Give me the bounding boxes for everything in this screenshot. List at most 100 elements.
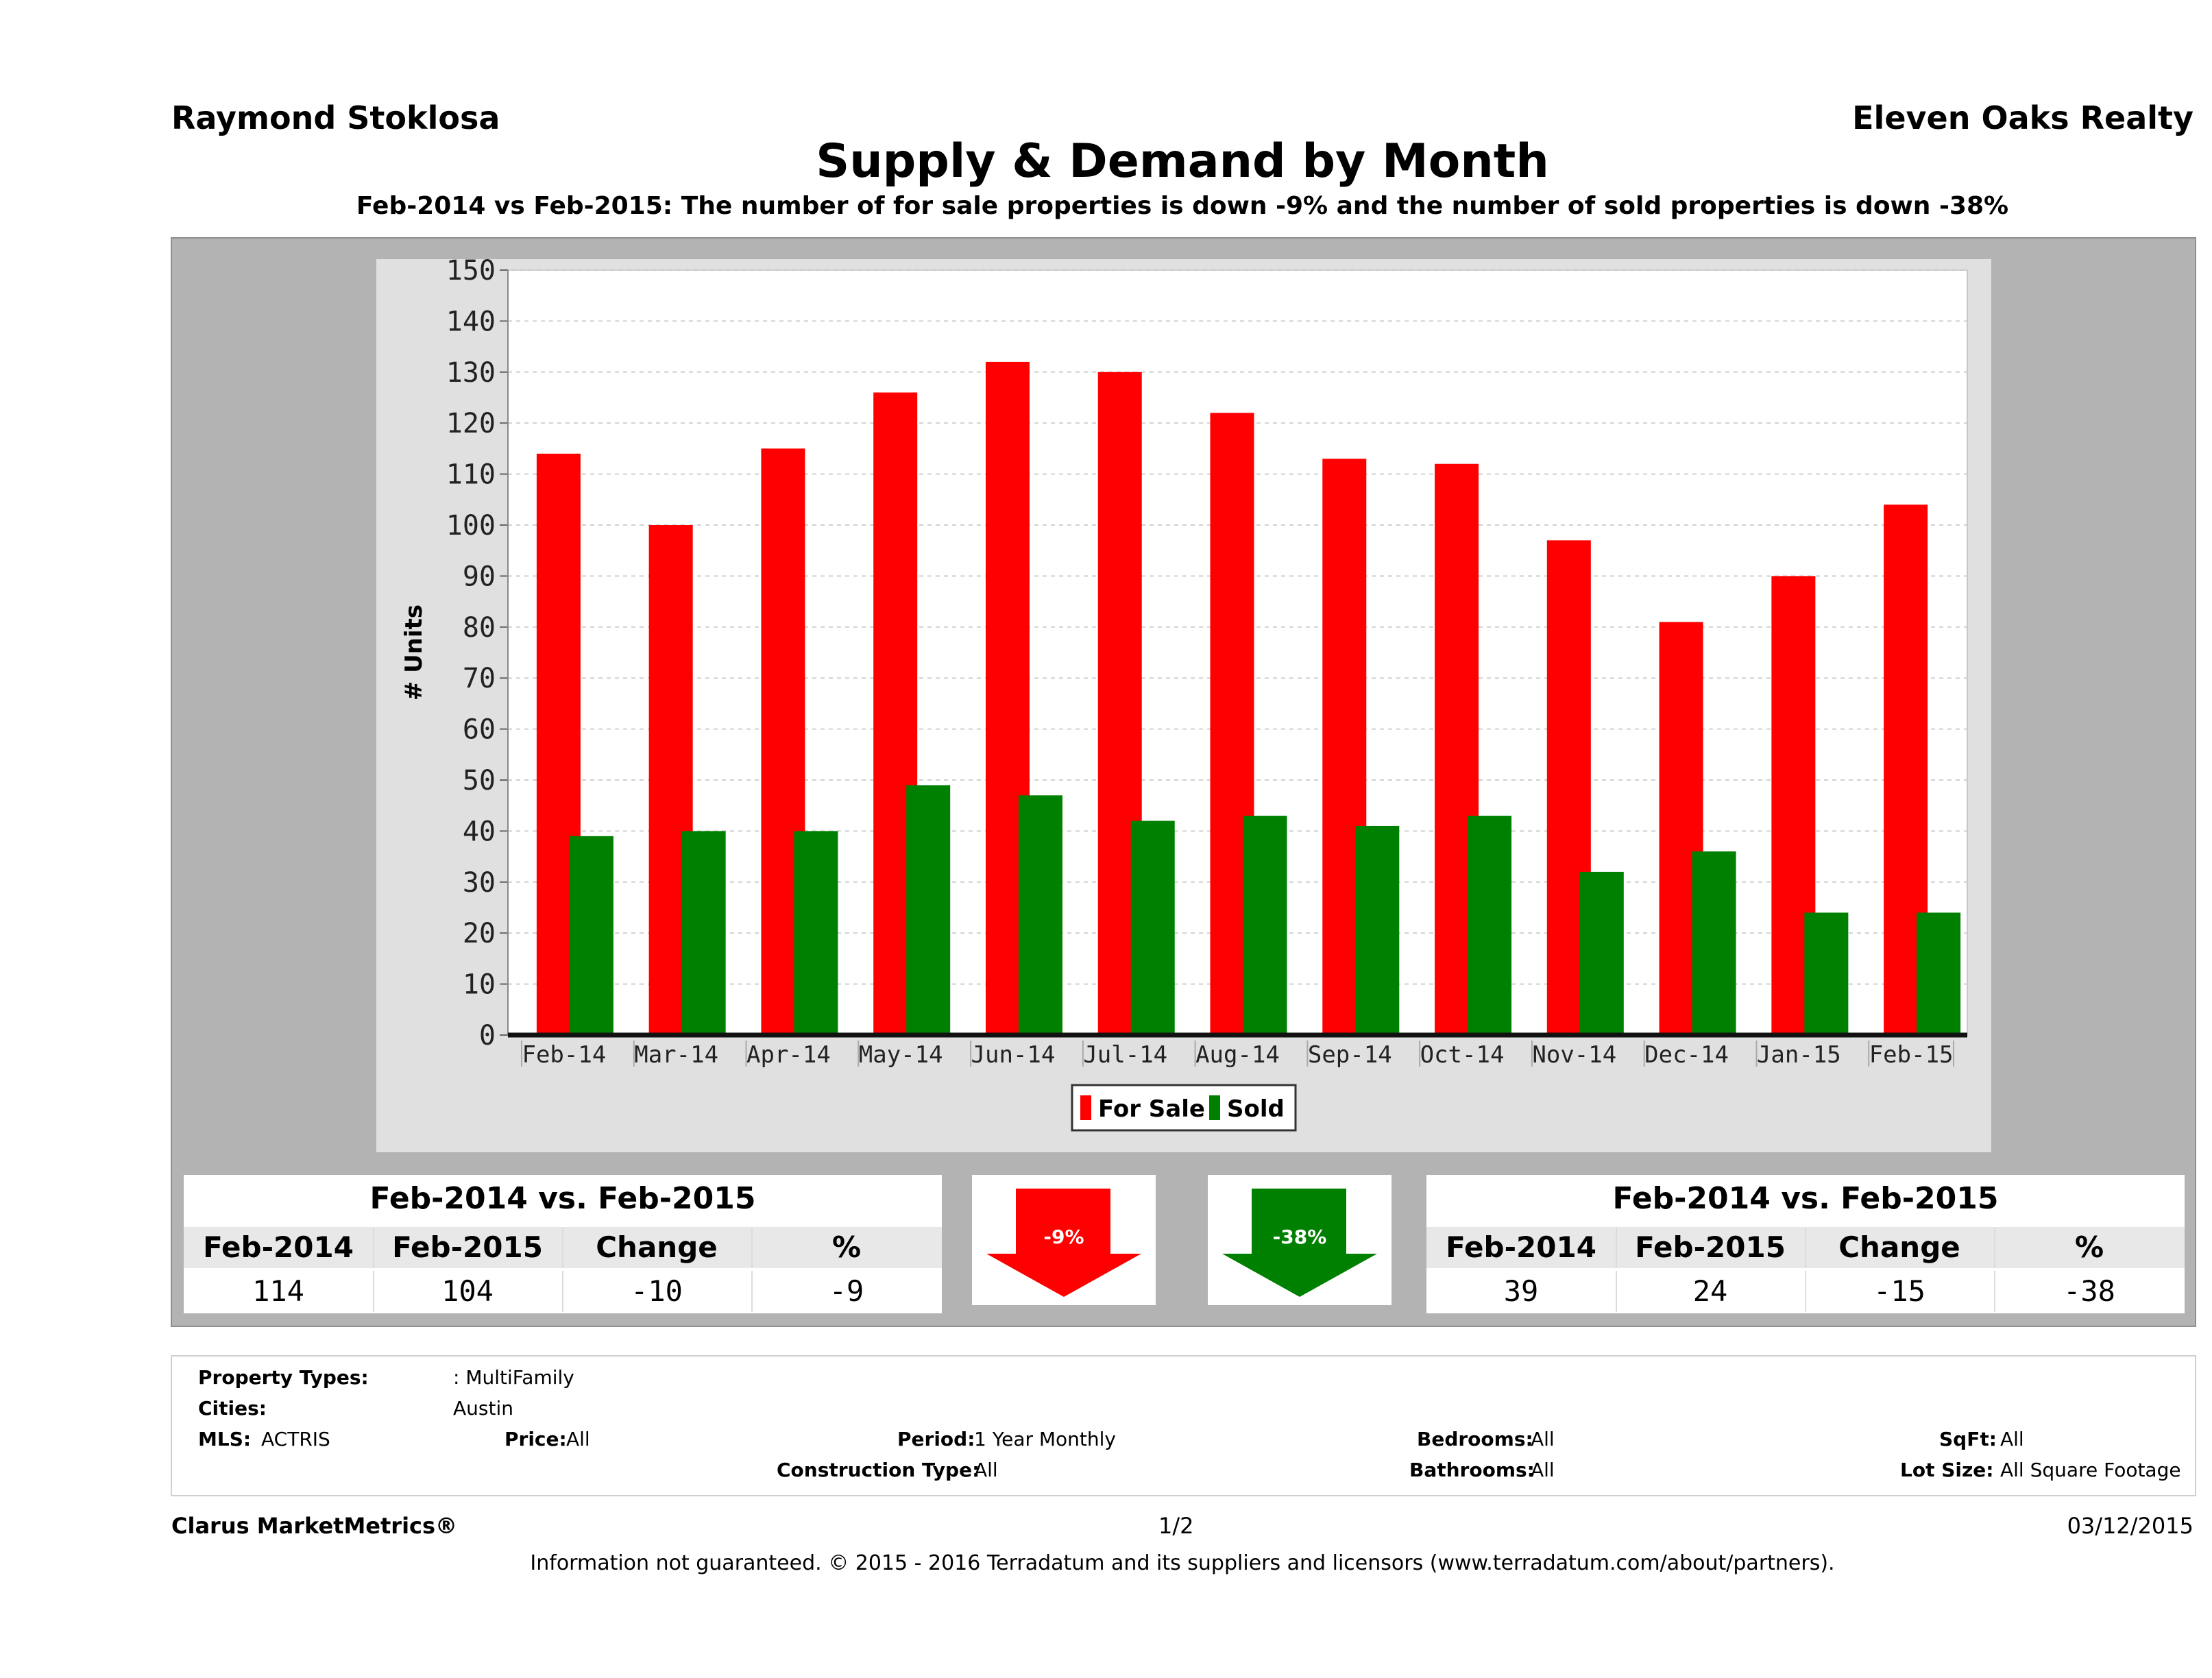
- lot-size-label: Lot Size:: [1900, 1459, 1994, 1481]
- y-tick-label: 140: [446, 306, 496, 337]
- legend-label: Sold: [1227, 1095, 1285, 1123]
- bar-sold: [1130, 820, 1175, 1035]
- bathrooms-label: Bathrooms:: [1409, 1459, 1535, 1481]
- header-percent: %: [831, 1230, 862, 1264]
- x-tick-label: Oct-14: [1420, 1041, 1505, 1069]
- header-feb-2014: Feb-2014: [1446, 1230, 1596, 1264]
- sold-table-header: Feb-2014 Feb-2015 Change %: [1426, 1227, 2185, 1268]
- down-arrow-green-icon: [1222, 1189, 1377, 1297]
- bathrooms-value: All: [1531, 1459, 1555, 1481]
- x-tick-label: Nov-14: [1532, 1041, 1616, 1069]
- header-percent: %: [2074, 1230, 2104, 1264]
- sold-table-row: 39 24 -15 -38: [1426, 1271, 2185, 1312]
- value-percent: -38: [2063, 1274, 2115, 1308]
- bar-sold: [1579, 871, 1624, 1035]
- bedrooms-value: All: [1531, 1428, 1555, 1450]
- legend-swatch: [1080, 1095, 1091, 1120]
- value-feb-2015: 104: [441, 1274, 494, 1308]
- agent-name: Raymond Stoklosa: [171, 99, 500, 136]
- header-feb-2015: Feb-2015: [392, 1230, 543, 1264]
- header-feb-2015: Feb-2015: [1635, 1230, 1786, 1264]
- y-tick-label: 120: [446, 408, 496, 439]
- sqft-value: All: [2000, 1428, 2024, 1450]
- x-tick-label: Feb-15: [1869, 1041, 1954, 1069]
- chart-subtitle: Feb-2014 vs Feb-2015: The number of for …: [356, 192, 2009, 220]
- header-feb-2014: Feb-2014: [203, 1230, 354, 1264]
- value-change: -15: [1873, 1274, 1925, 1308]
- y-tick-label: 80: [463, 612, 496, 644]
- header-change: Change: [1838, 1230, 1960, 1264]
- x-tick-label: Jun-14: [971, 1041, 1056, 1069]
- value-change: -10: [631, 1274, 683, 1308]
- construction-type-value: All: [974, 1459, 998, 1481]
- y-tick-label: 30: [463, 867, 496, 899]
- y-tick-label: 150: [446, 259, 496, 287]
- x-tick-label: May-14: [859, 1041, 943, 1069]
- y-tick-label: 40: [463, 816, 496, 847]
- cities-value: Austin: [453, 1397, 513, 1420]
- bar-sold: [1917, 912, 1961, 1035]
- y-tick-label: 130: [446, 357, 496, 389]
- disclaimer: Information not guaranteed. © 2015 - 201…: [530, 1551, 1835, 1575]
- mls-label: MLS:: [198, 1428, 252, 1450]
- y-tick-label: 110: [446, 459, 496, 491]
- period-value: 1 Year Monthly: [974, 1428, 1117, 1450]
- bar-sold: [1018, 795, 1062, 1035]
- construction-type-label: Construction Type:: [777, 1459, 980, 1481]
- bar-sold: [681, 831, 726, 1035]
- bar-sold: [1468, 816, 1512, 1035]
- x-tick-label: Mar-14: [634, 1041, 718, 1069]
- x-tick-label: Jul-14: [1083, 1041, 1167, 1069]
- chart-legend: For Sale Sold: [1071, 1084, 1297, 1132]
- sold-comparison-table: Feb-2014 vs. Feb-2015 Feb-2014 Feb-2015 …: [1426, 1175, 2185, 1313]
- y-tick-label: 90: [463, 561, 496, 592]
- chart-title: Supply & Demand by Month: [816, 134, 1549, 189]
- sold-change-label: -38%: [1273, 1226, 1327, 1248]
- x-tick-label: Jan-15: [1757, 1041, 1841, 1069]
- mls-value: ACTRIS: [261, 1428, 330, 1450]
- bar-sold: [794, 831, 838, 1035]
- property-types-label: Property Types:: [198, 1366, 369, 1389]
- for-sale-change-indicator: -9%: [972, 1175, 1156, 1305]
- header-change: Change: [596, 1230, 718, 1264]
- report-date: 03/12/2015: [2067, 1513, 2193, 1539]
- legend-box: [1071, 1084, 1297, 1132]
- x-tick-label: Apr-14: [746, 1041, 831, 1069]
- y-tick-label: 100: [446, 510, 496, 542]
- for-sale-comparison-table: Feb-2014 vs. Feb-2015 Feb-2014 Feb-2015 …: [184, 1175, 942, 1313]
- y-axis-label: # Units: [400, 605, 428, 701]
- y-tick-label: 70: [463, 663, 496, 694]
- chart-panel: 0 10 20 30 40 50 60 70 80 90 100 110 120 130 140 150 # U…: [376, 259, 1991, 1152]
- sqft-label: SqFt:: [1939, 1428, 1997, 1450]
- x-tick-label: Feb-14: [522, 1041, 606, 1069]
- x-tick-label: Dec-14: [1644, 1041, 1729, 1069]
- bar-sold: [906, 785, 951, 1035]
- value-feb-2014: 114: [252, 1274, 304, 1308]
- y-tick-label: 50: [463, 765, 496, 797]
- for-sale-table-row: 114 104 -10 -9: [184, 1271, 942, 1312]
- y-tick-label: 10: [463, 969, 496, 1001]
- sold-change-indicator: -38%: [1208, 1175, 1391, 1305]
- footer-brand: Clarus MarketMetrics®: [171, 1513, 458, 1539]
- for-sale-change-label: -9%: [1043, 1226, 1084, 1248]
- x-tick-label: Aug-14: [1195, 1041, 1280, 1069]
- property-types-value: : MultiFamily: [453, 1366, 574, 1389]
- value-feb-2014: 39: [1503, 1274, 1539, 1308]
- down-arrow-red-icon: [986, 1189, 1141, 1297]
- y-tick-label: 60: [463, 714, 496, 746]
- bar-sold: [1804, 912, 1849, 1035]
- for-sale-table-title: Feb-2014 vs. Feb-2015: [369, 1181, 756, 1216]
- price-value: All: [566, 1428, 590, 1450]
- bar-sold: [1692, 851, 1736, 1035]
- company-name: Eleven Oaks Realty: [1852, 99, 2193, 136]
- filters-panel: Property Types: : MultiFamily Cities: Au…: [171, 1355, 2196, 1496]
- page-number: 1/2: [1158, 1513, 1194, 1539]
- legend-swatch: [1209, 1095, 1220, 1120]
- bedrooms-label: Bedrooms:: [1417, 1428, 1533, 1450]
- value-feb-2015: 24: [1692, 1274, 1728, 1308]
- y-tick-label: 20: [463, 918, 496, 949]
- bar-chart: 0 10 20 30 40 50 60 70 80 90 100 110 120 130 140 150 # U…: [400, 259, 1968, 1132]
- price-label: Price:: [505, 1428, 567, 1450]
- bar-sold: [1243, 816, 1287, 1035]
- y-tick-label: 0: [479, 1020, 496, 1051]
